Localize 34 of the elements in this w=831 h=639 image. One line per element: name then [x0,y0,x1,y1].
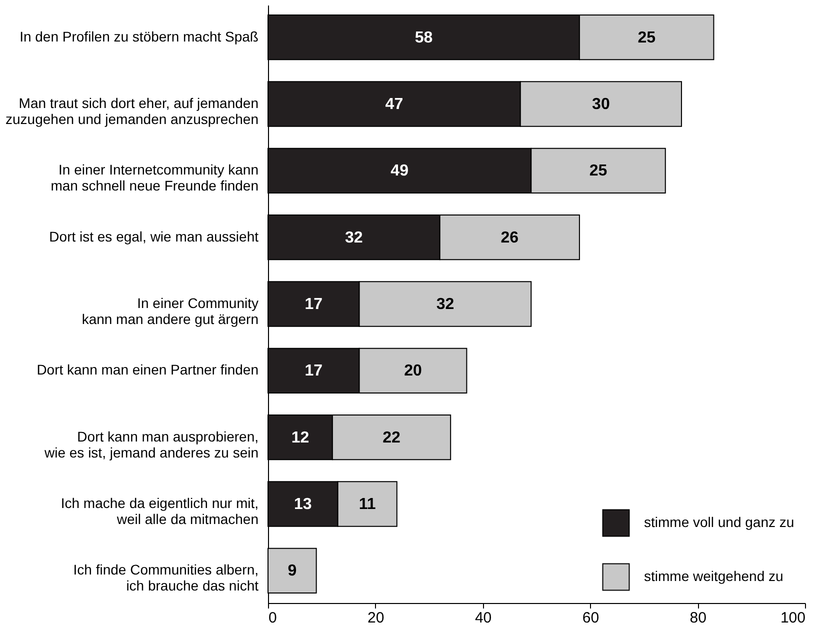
y-tick-label: Dort kann man ausprobieren, wie es ist, jemand anderes zu sein [44,428,258,460]
data-label: 49 [390,162,409,180]
data-label: 32 [345,229,363,246]
data-label: 22 [382,429,401,446]
data-label: 58 [414,29,433,46]
data-label: 30 [592,96,610,113]
y-tick-label: Ich finde Communities albern, ich brauche das nicht [73,562,259,594]
y-tick-label: In den Profilen zu stöbern macht Spaß [20,28,258,44]
data-label: 20 [404,362,422,380]
y-tick-label: Dort ist es egal, wie man aussieht [49,228,259,244]
data-label: 25 [589,162,608,180]
legend-label: stimme weitgehend zu [644,568,784,584]
data-label: 12 [291,429,310,446]
x-tick-label: 40 [474,610,492,626]
x-tick-label: 80 [690,610,706,626]
data-label: 17 [304,296,323,313]
x-tick-label: 100 [780,610,806,626]
data-label: 25 [638,29,656,46]
data-label: 9 [288,562,297,580]
x-tick-label: 60 [582,610,600,626]
data-label: 32 [436,296,454,313]
data-label: 13 [294,496,312,513]
data-label: 11 [358,496,376,513]
data-label: 26 [500,229,519,246]
data-label: 17 [304,362,323,380]
y-tick-label: Dort kann man einen Partner finden [36,362,258,378]
y-tick-label: In einer Internetcommunity kann man schnell neue Freunde finden [50,162,258,194]
data-label: 47 [385,96,404,113]
x-tick-label: 20 [368,610,384,626]
x-tick-label: 0 [268,610,277,626]
y-tick-label: Ich mache da eigentlich nur mit, weil alle da mitmachen [60,495,258,527]
y-tick-label: In einer Community kann man andere gut ärgern [82,295,258,327]
legend-label: stimme voll und ganz zu [644,514,794,530]
y-tick-label: Man traut sich dort eher, auf jemanden zuzugehen und jemanden anzusprechen [6,95,258,127]
